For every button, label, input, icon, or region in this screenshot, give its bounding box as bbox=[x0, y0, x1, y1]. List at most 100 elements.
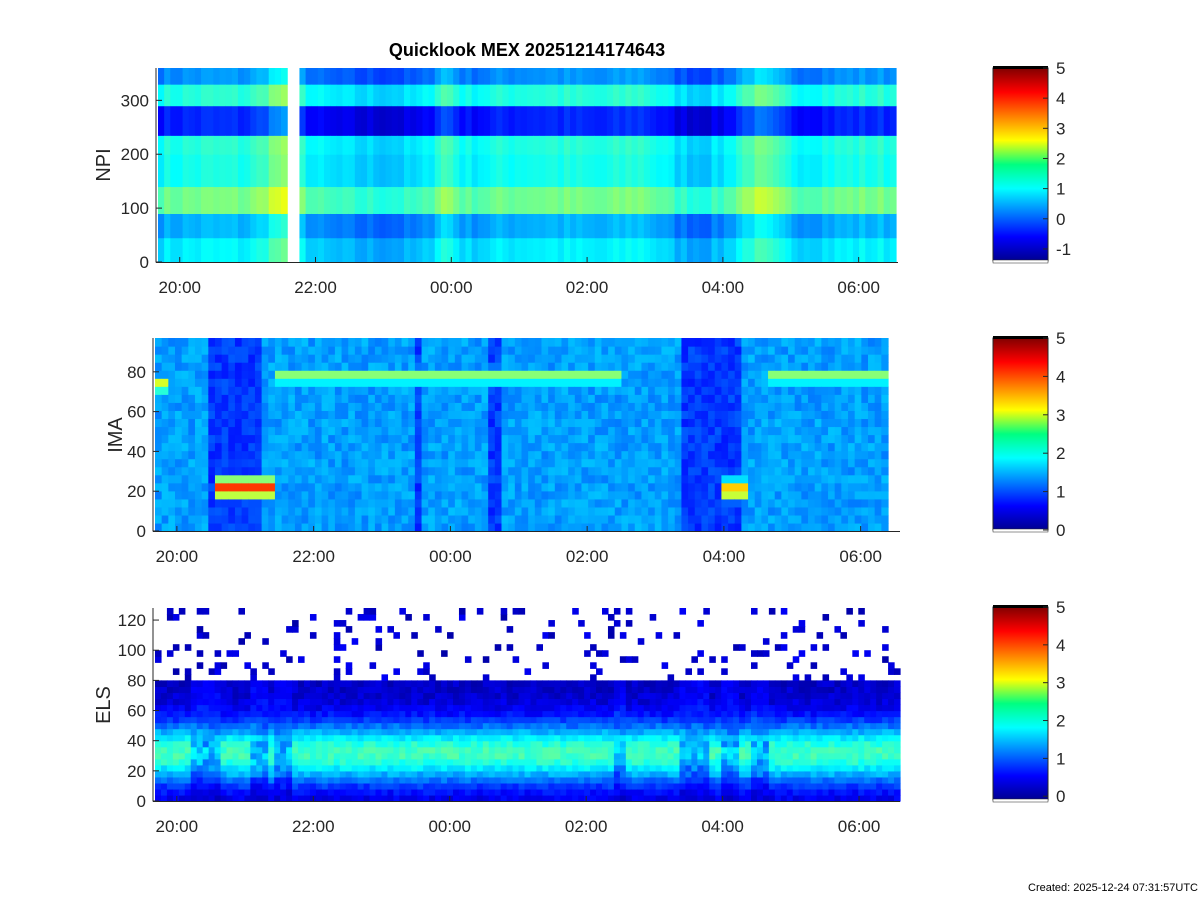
ima-cell bbox=[648, 474, 656, 484]
ima-cell bbox=[508, 466, 516, 476]
els-cell bbox=[238, 764, 245, 772]
ima-cell bbox=[214, 482, 223, 492]
els-cell bbox=[244, 680, 251, 688]
els-cell bbox=[381, 794, 389, 802]
ima-cell bbox=[674, 370, 683, 379]
npi-cell bbox=[852, 154, 860, 188]
npi-cell bbox=[299, 68, 307, 85]
ima-cell bbox=[268, 354, 276, 363]
els-cell bbox=[512, 752, 520, 760]
els-cell bbox=[238, 716, 245, 724]
npi-cell bbox=[563, 154, 571, 188]
ima-cell bbox=[781, 482, 789, 492]
ima-cell bbox=[294, 514, 303, 524]
ima-cell bbox=[694, 482, 703, 492]
ima-cell bbox=[401, 338, 409, 347]
els-cell bbox=[155, 692, 162, 700]
ima-cell bbox=[294, 426, 303, 436]
npi-cell bbox=[508, 135, 516, 155]
ima-cell bbox=[548, 466, 556, 476]
els-cell bbox=[172, 734, 180, 742]
ima-cell bbox=[868, 394, 876, 403]
els-cell bbox=[435, 692, 442, 700]
els-cell bbox=[327, 722, 335, 730]
colorbar-tick-label: 0 bbox=[1056, 210, 1065, 229]
els-cell bbox=[262, 788, 269, 796]
ima-cell bbox=[321, 418, 329, 428]
npi-cell bbox=[244, 135, 251, 155]
ima-cell bbox=[401, 354, 409, 363]
ima-cell bbox=[394, 442, 403, 452]
npi-cell bbox=[637, 84, 645, 107]
els-cell bbox=[447, 764, 454, 772]
ima-cell bbox=[648, 370, 656, 379]
npi-cell bbox=[557, 154, 565, 188]
x-tick-label: 20:00 bbox=[156, 547, 199, 566]
npi-cell bbox=[852, 105, 860, 136]
npi-cell bbox=[816, 213, 823, 239]
ima-cell bbox=[654, 442, 663, 452]
ima-cell bbox=[548, 442, 556, 452]
els-cell bbox=[405, 782, 412, 790]
ima-cell bbox=[394, 466, 403, 476]
npi-cell bbox=[717, 213, 725, 239]
npi-cell bbox=[348, 135, 356, 155]
npi-cell bbox=[336, 154, 344, 188]
els-cell bbox=[184, 722, 192, 730]
ima-cell bbox=[241, 338, 249, 347]
ima-cell bbox=[648, 362, 656, 371]
ima-cell bbox=[201, 386, 209, 395]
ima-cell bbox=[681, 410, 689, 420]
ima-cell bbox=[741, 410, 749, 420]
ima-cell bbox=[521, 466, 529, 476]
ima-cell bbox=[654, 506, 663, 516]
ima-cell bbox=[221, 450, 229, 460]
npi-cell bbox=[631, 68, 639, 85]
els-cell bbox=[357, 746, 365, 754]
els-cell bbox=[315, 728, 323, 736]
ima-cell bbox=[348, 474, 356, 484]
npi-cell bbox=[225, 84, 233, 107]
ima-cell bbox=[734, 386, 742, 395]
ima-cell bbox=[528, 402, 536, 411]
npi-cell bbox=[416, 84, 424, 107]
els-cell bbox=[160, 782, 168, 790]
ima-cell bbox=[341, 402, 349, 411]
els-cell bbox=[268, 764, 275, 772]
els-cell bbox=[202, 608, 210, 615]
ima-cell bbox=[261, 490, 269, 500]
els-cell bbox=[214, 734, 222, 742]
ima-cell bbox=[414, 442, 423, 452]
ima-cell bbox=[841, 482, 849, 492]
ima-cell bbox=[274, 394, 283, 403]
ima-cell bbox=[588, 370, 596, 379]
els-cell bbox=[268, 722, 275, 730]
els-cell bbox=[464, 752, 472, 760]
ima-cell bbox=[661, 418, 669, 428]
ima-cell bbox=[168, 418, 176, 428]
npi-cell bbox=[570, 237, 577, 263]
npi-cell bbox=[256, 84, 264, 107]
els-cell bbox=[375, 680, 383, 688]
ima-cell bbox=[568, 362, 576, 371]
npi-cell bbox=[797, 186, 805, 214]
ima-cell bbox=[388, 426, 396, 436]
npi-cell bbox=[490, 213, 497, 239]
ima-cell bbox=[654, 346, 663, 355]
els-cell bbox=[345, 758, 353, 766]
npi-cell bbox=[840, 135, 848, 155]
ima-cell bbox=[474, 354, 483, 363]
ima-cell bbox=[634, 514, 643, 524]
els-cell bbox=[482, 692, 490, 700]
npi-cell bbox=[182, 68, 190, 85]
ima-cell bbox=[254, 498, 263, 508]
ima-cell bbox=[594, 386, 603, 395]
ima-cell bbox=[408, 402, 416, 411]
ima-cell bbox=[474, 506, 483, 516]
ima-cell bbox=[161, 394, 169, 403]
ima-cell bbox=[241, 394, 249, 403]
ima-cell bbox=[841, 466, 849, 476]
els-cell bbox=[256, 686, 263, 694]
ima-cell bbox=[221, 426, 229, 436]
npi-cell bbox=[748, 213, 756, 239]
